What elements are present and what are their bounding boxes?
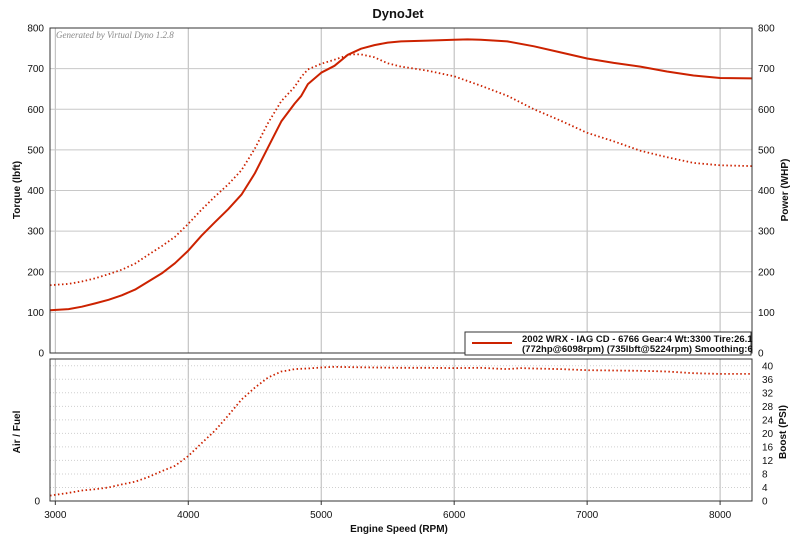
boost-tick-label: 32 bbox=[762, 388, 774, 399]
boost-tick-label: 4 bbox=[762, 483, 768, 494]
boost-tick-label: 16 bbox=[762, 442, 774, 453]
top-panel-frame bbox=[49, 27, 753, 354]
x-tick-label: 6000 bbox=[443, 510, 466, 521]
torque-tick-label: 0 bbox=[38, 349, 44, 360]
boost-tick-label: 24 bbox=[762, 415, 774, 426]
bottom-panel-frame bbox=[49, 358, 753, 502]
torque-tick-label: 200 bbox=[27, 267, 44, 278]
air-fuel-axis-label: Air / Fuel bbox=[12, 410, 23, 453]
legend-frame bbox=[464, 331, 752, 356]
watermark-text: Generated by Virtual Dyno 1.2.8 bbox=[56, 30, 174, 40]
x-tick-label: 5000 bbox=[310, 510, 333, 521]
boost-tick-label: 20 bbox=[762, 429, 774, 440]
boost-tick-label: 28 bbox=[762, 402, 774, 413]
boost-tick-label: 40 bbox=[762, 361, 774, 372]
torque-tick-label: 100 bbox=[27, 308, 44, 319]
torque-tick-label: 600 bbox=[27, 105, 44, 116]
power-tick-label: 100 bbox=[758, 308, 775, 319]
torque-tick-label: 700 bbox=[27, 64, 44, 75]
torque-tick-label: 400 bbox=[27, 186, 44, 197]
power-tick-label: 0 bbox=[758, 349, 764, 360]
x-tick-label: 3000 bbox=[44, 510, 67, 521]
air-fuel-tick-label: 0 bbox=[34, 497, 40, 508]
power-tick-label: 700 bbox=[758, 64, 775, 75]
x-tick-label: 7000 bbox=[576, 510, 599, 521]
power-curve-solid bbox=[49, 38, 753, 312]
x-tick-label: 4000 bbox=[177, 510, 200, 521]
series-layer bbox=[49, 38, 753, 497]
x-tick-label: 8000 bbox=[709, 510, 732, 521]
boost-curve bbox=[49, 365, 752, 497]
torque-tick-label: 300 bbox=[27, 227, 44, 238]
power-tick-label: 200 bbox=[758, 267, 775, 278]
torque-curve-dotted bbox=[49, 53, 753, 287]
engine-speed-axis-label: Engine Speed (RPM) bbox=[350, 524, 448, 535]
power-tick-label: 800 bbox=[758, 24, 775, 35]
power-tick-label: 300 bbox=[758, 227, 775, 238]
boost-tick-label: 0 bbox=[762, 497, 768, 508]
torque-tick-label: 500 bbox=[27, 145, 44, 156]
legend-line-2: (772hp@6098rpm) (735lbft@5224rpm) Smooth… bbox=[522, 344, 753, 355]
power-axis-label: Power (WHP) bbox=[780, 159, 791, 222]
torque-axis-label: Torque (lbft) bbox=[12, 161, 23, 219]
frame-layer bbox=[49, 27, 753, 505]
boost-axis-label: Boost (PSI) bbox=[778, 405, 789, 459]
grid-layer bbox=[50, 27, 752, 502]
legend-box: 2002 WRX - IAG CD - 6766 Gear:4 Wt:3300 … bbox=[464, 331, 753, 356]
legend-line-1: 2002 WRX - IAG CD - 6766 Gear:4 Wt:3300 … bbox=[522, 334, 753, 345]
boost-tick-label: 8 bbox=[762, 469, 768, 480]
boost-tick-label: 36 bbox=[762, 375, 774, 386]
chart-title: DynoJet bbox=[372, 6, 424, 21]
torque-tick-label: 800 bbox=[27, 24, 44, 35]
power-tick-label: 400 bbox=[758, 186, 775, 197]
boost-tick-label: 12 bbox=[762, 456, 774, 467]
power-tick-label: 500 bbox=[758, 145, 775, 156]
power-tick-label: 600 bbox=[758, 105, 775, 116]
